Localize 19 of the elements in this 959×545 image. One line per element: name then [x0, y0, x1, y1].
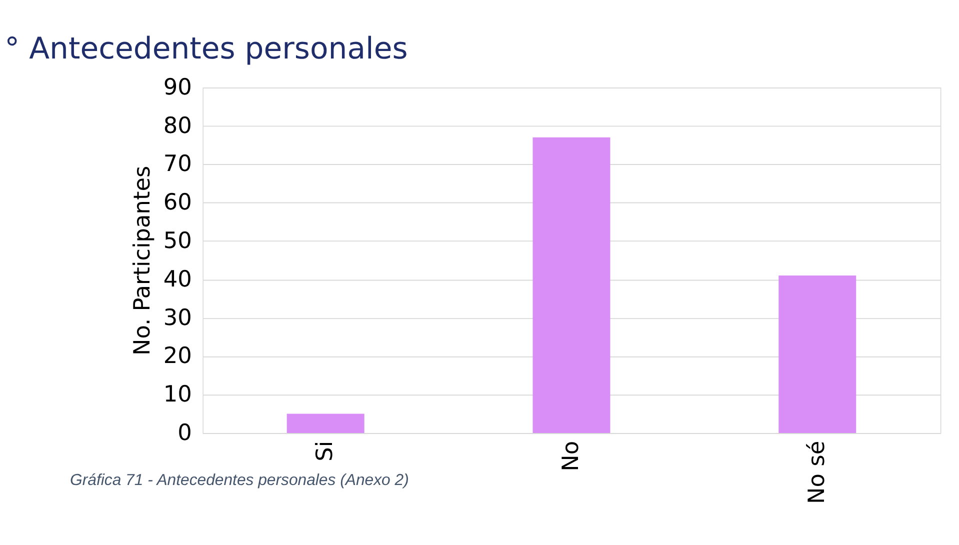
x-tick-label: No sé	[804, 440, 830, 504]
y-tick-label: 80	[163, 112, 192, 139]
x-tick-label: Si	[312, 440, 338, 462]
y-tick-label: 0	[178, 420, 192, 446]
y-tick-label: 90	[163, 74, 192, 100]
y-tick-label: 20	[163, 343, 192, 370]
bar	[286, 414, 364, 433]
y-tick-label: 60	[163, 190, 192, 216]
y-tick-label: 10	[163, 382, 192, 408]
bar	[532, 137, 610, 433]
bar	[778, 276, 856, 433]
y-tick-label: 40	[163, 266, 192, 292]
text: Gráfica 71 - Antecedentes personales (Anexo 2)	[70, 472, 409, 490]
y-tick-label: 70	[163, 151, 192, 178]
y-tick-label: 50	[163, 228, 192, 254]
x-tick-label: No	[558, 440, 584, 472]
y-axis-title: No. Participantes	[129, 166, 156, 356]
y-tick-label: 30	[163, 304, 192, 331]
chart-title: ° Antecedentes personales	[4, 32, 408, 66]
